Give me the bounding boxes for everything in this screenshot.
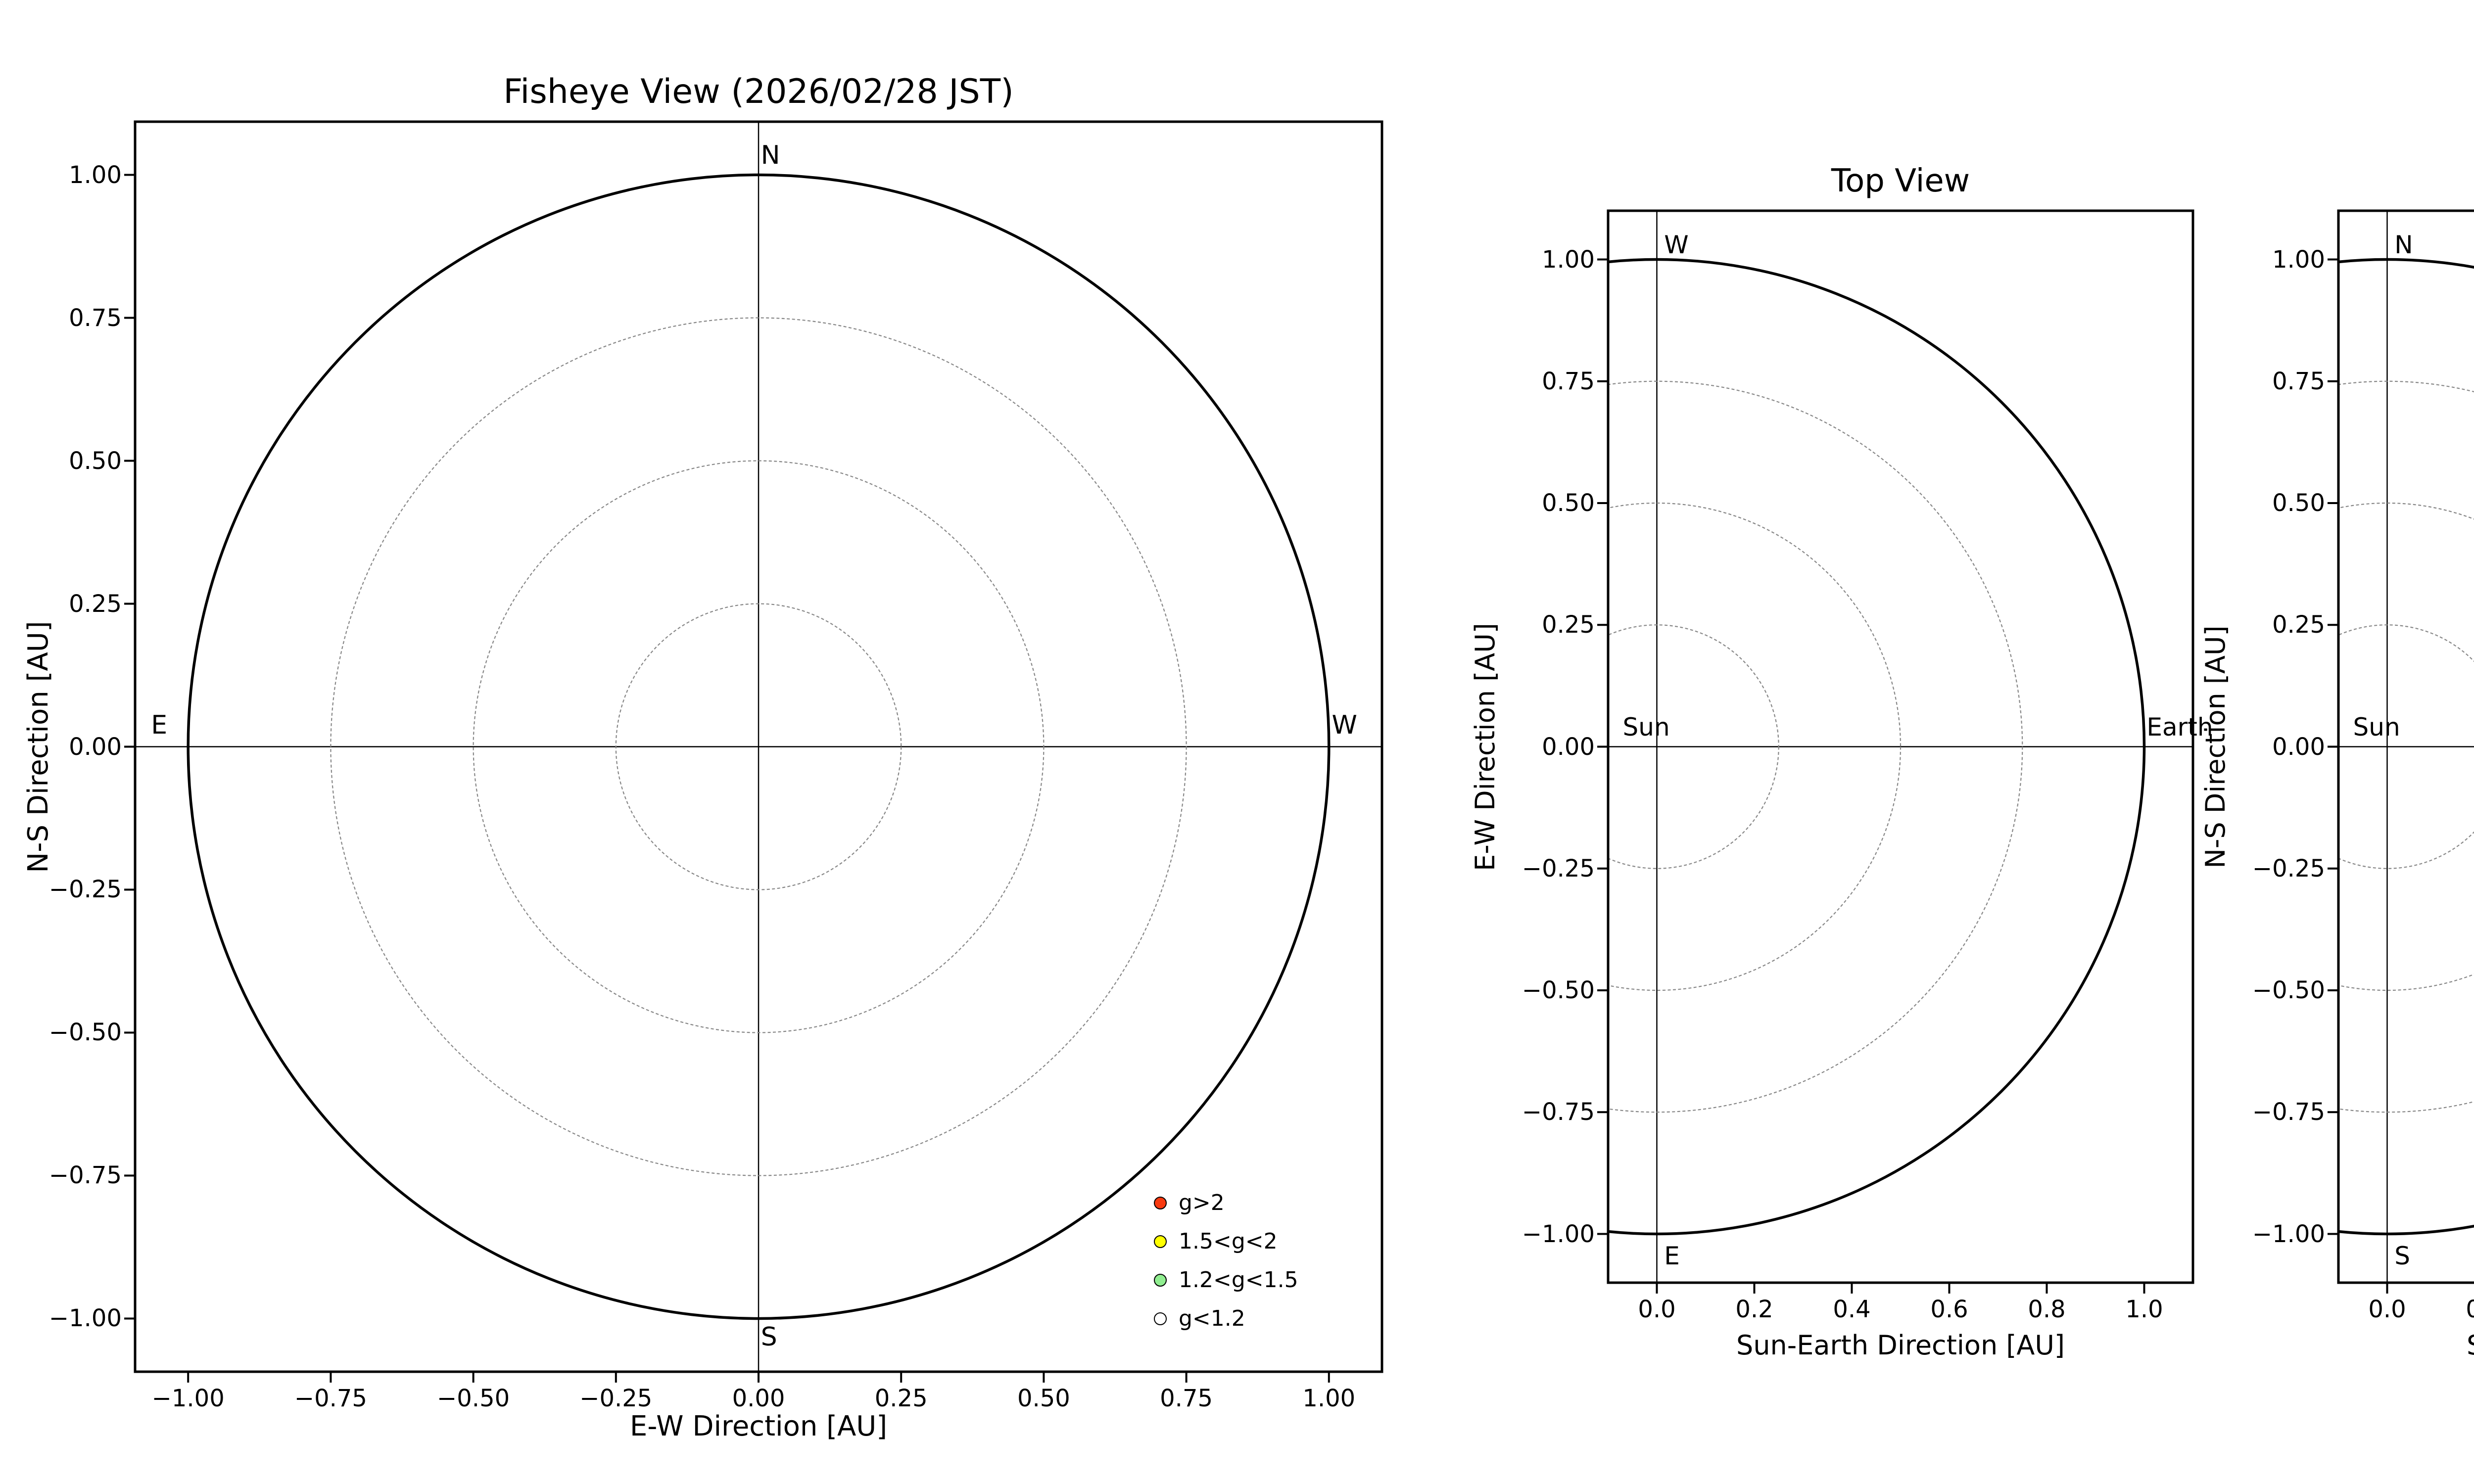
fisheye-legend-label: 1.2<g<1.5: [1179, 1267, 1298, 1293]
fisheye-x-tick-label: 0.50: [1017, 1385, 1070, 1412]
fisheye-x-tick-label: −0.50: [437, 1385, 510, 1412]
fisheye-legend-label: g>2: [1179, 1190, 1225, 1215]
side-view-x-tick-label: 0.2: [2466, 1296, 2474, 1323]
side-view-spines: [2337, 209, 2474, 1284]
top-view-title: Top View: [1831, 163, 1970, 199]
fisheye-annotation-s: S: [761, 1322, 777, 1352]
side-view-x-tick-label: 0.0: [2368, 1296, 2406, 1323]
side-view-plot-area: [2328, 209, 2474, 1294]
side-view-y-tick-label: −1.00: [2252, 1220, 2325, 1248]
side-view-y-tick-label: 0.00: [2272, 733, 2325, 761]
top-view-y-tick-label: 1.00: [1542, 245, 1595, 274]
side-view-y-tick-label: 1.00: [2272, 245, 2325, 274]
fisheye-y-tick-label: 0.50: [69, 447, 122, 475]
side-view-annotation-s: S: [2394, 1242, 2411, 1271]
fisheye-tick-marks: [124, 174, 1330, 1383]
top-view-x-tick-label: 0.2: [1735, 1296, 1773, 1323]
fisheye-y-tick-label: 0.00: [69, 733, 122, 761]
top-view-y-tick-label: 0.25: [1542, 611, 1595, 639]
fisheye-data-layer: [135, 122, 1382, 1372]
fisheye-legend-label: g<1.2: [1179, 1306, 1245, 1331]
fisheye-y-tick-label: 1.00: [69, 161, 122, 189]
fisheye-plot-area: [124, 120, 1383, 1383]
top-view-plot-area: [1597, 209, 2194, 1294]
top-view-annotation-e: E: [1664, 1242, 1680, 1271]
fisheye-xlabel: E-W Direction [AU]: [629, 1410, 888, 1442]
fisheye-annotation-w: W: [1332, 710, 1357, 741]
fisheye-legend-marker-icon: [1154, 1274, 1167, 1287]
side-view-y-tick-label: 0.50: [2272, 489, 2325, 517]
top-view-xlabel: Sun-Earth Direction [AU]: [1736, 1330, 2065, 1361]
top-view-y-tick-label: 0.75: [1542, 367, 1595, 395]
side-view-y-tick-label: 0.75: [2272, 367, 2325, 395]
fisheye-y-tick-label: 0.25: [69, 590, 122, 618]
side-view-y-tick-label: −0.50: [2252, 976, 2325, 1004]
top-view-y-tick-label: −0.75: [1522, 1098, 1595, 1126]
top-view-y-tick-label: −1.00: [1522, 1220, 1595, 1248]
top-view-annotation-sun: Sun: [1622, 712, 1670, 742]
fisheye-y-tick-label: −1.00: [48, 1304, 122, 1333]
fisheye-x-tick-label: 0.75: [1160, 1385, 1213, 1412]
side-view-data-layer: [2338, 211, 2474, 1283]
fisheye-x-tick-label: −0.75: [294, 1385, 367, 1412]
fisheye-x-tick-label: 1.00: [1302, 1385, 1356, 1412]
fisheye-legend-label: 1.5<g<2: [1179, 1229, 1278, 1254]
fisheye-spines: [134, 120, 1383, 1373]
fisheye-legend-marker-icon: [1154, 1235, 1167, 1248]
top-view-annotation-w: W: [1664, 230, 1689, 259]
fisheye-x-tick-label: −0.25: [579, 1385, 653, 1412]
fisheye-annotation-n: N: [761, 140, 780, 170]
fisheye-x-tick-label: 0.00: [732, 1385, 785, 1412]
top-view-annotation-earth: Earth: [2146, 712, 2213, 742]
side-view-y-tick-label: 0.25: [2272, 611, 2325, 639]
top-view-x-tick-label: 0.6: [1930, 1296, 1968, 1323]
fisheye-legend-marker-icon: [1154, 1312, 1167, 1325]
top-view-x-tick-label: 0.0: [1638, 1296, 1676, 1323]
top-view-spines: [1607, 209, 2194, 1284]
side-view-xlabel: Sun-Earth Direction [AU]: [2467, 1332, 2474, 1359]
top-view-x-tick-label: 0.4: [1833, 1296, 1871, 1323]
side-view-y-tick-label: −0.25: [2252, 854, 2325, 882]
fisheye-y-tick-label: 0.75: [69, 304, 122, 332]
fisheye-ylabel: N-S Direction [AU]: [22, 620, 54, 873]
side-view-y-tick-label: −0.75: [2252, 1098, 2325, 1126]
side-view-tick-marks: [2328, 258, 2388, 1294]
fisheye-x-tick-label: 0.25: [874, 1385, 928, 1412]
top-view-x-tick-label: 1.0: [2125, 1296, 2163, 1323]
fisheye-y-tick-label: −0.75: [48, 1161, 122, 1190]
fisheye-title: Fisheye View (2026/02/28 JST): [503, 72, 1014, 111]
top-view-x-tick-label: 0.8: [2028, 1296, 2066, 1323]
fisheye-y-tick-label: −0.50: [48, 1019, 122, 1047]
top-view-ylabel: E-W Direction [AU]: [1470, 622, 1501, 871]
fisheye-x-tick-label: −1.00: [151, 1385, 225, 1412]
top-view-y-tick-label: 0.00: [1542, 733, 1595, 761]
side-view-annotation-sun: Sun: [2353, 712, 2400, 742]
top-view-y-tick-label: 0.50: [1542, 489, 1595, 517]
top-view-tick-marks: [1597, 258, 2145, 1294]
fisheye-legend-marker-icon: [1154, 1197, 1167, 1209]
fisheye-annotation-e: E: [151, 710, 168, 741]
top-view-y-tick-label: −0.50: [1522, 976, 1595, 1004]
top-view-data-layer: [1608, 211, 2193, 1283]
top-view-y-tick-label: −0.25: [1522, 854, 1595, 882]
side-view-ylabel: N-S Direction [AU]: [2200, 625, 2231, 869]
side-view-annotation-n: N: [2394, 230, 2413, 259]
fisheye-y-tick-label: −0.25: [48, 876, 122, 904]
